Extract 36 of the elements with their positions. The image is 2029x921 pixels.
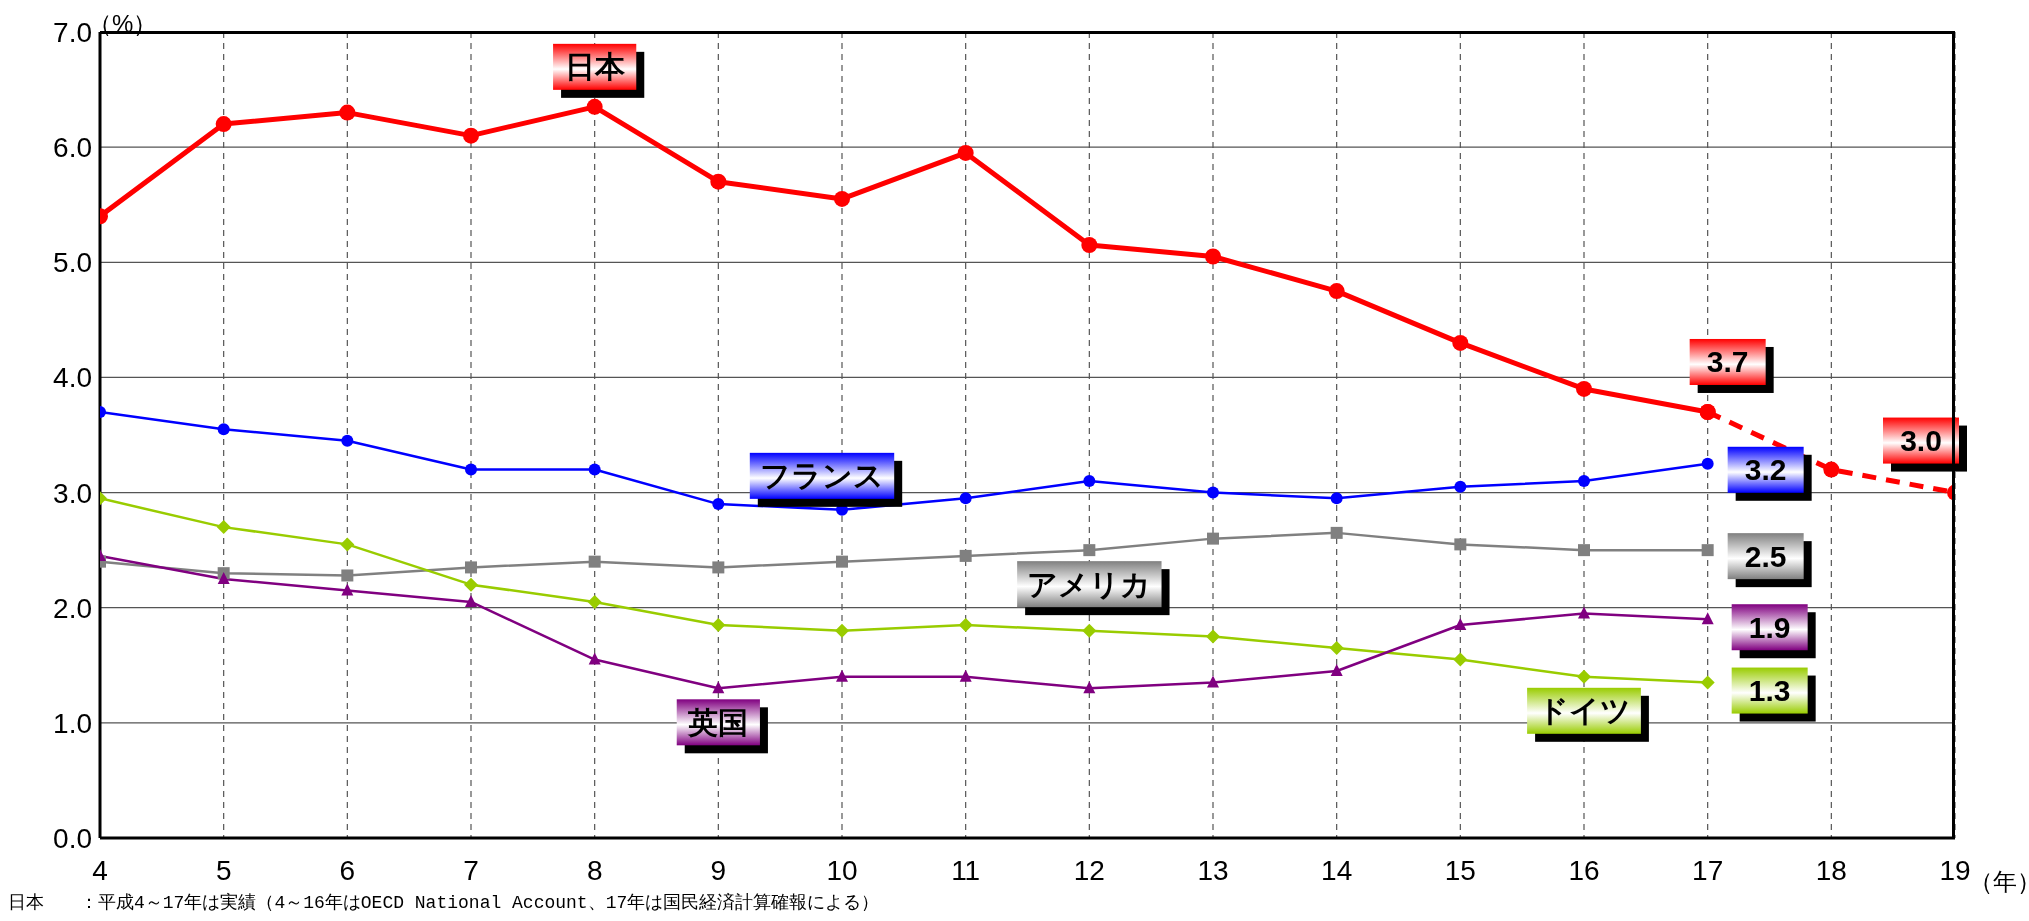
y-tick-label: 4.0	[53, 362, 92, 394]
y-tick-label: 1.0	[53, 707, 92, 739]
x-axis-title: （年）	[1969, 868, 2029, 897]
x-tick-label: 5	[215, 854, 232, 886]
data-label: 2.5	[1744, 539, 1787, 573]
x-tick-label: 11	[951, 854, 981, 886]
x-tick-label: 14	[1321, 854, 1353, 886]
y-tick-label: 5.0	[53, 247, 92, 279]
x-tick-label: 16	[1568, 854, 1600, 886]
text: 日本 ：平成4～17年は実績（4～16年はOECD National Account、17年は国民経済計算確報による）	[8, 892, 880, 914]
x-tick-label: 17	[1692, 854, 1724, 886]
data-label: 1.3	[1748, 674, 1791, 708]
x-tick-label: 15	[1444, 854, 1476, 886]
x-tick-label: 8	[586, 854, 603, 886]
data-label: 3.7	[1706, 345, 1749, 379]
series-label: アメリカ	[1027, 567, 1152, 601]
data-label: 3.0	[1900, 424, 1942, 458]
data-label: 3.2	[1744, 453, 1787, 487]
x-tick-label: 10	[826, 854, 858, 886]
y-tick-label: 6.0	[53, 132, 92, 164]
x-tick-label: 7	[463, 854, 479, 886]
x-tick-label: 18	[1815, 854, 1847, 886]
data-label: 1.9	[1748, 610, 1791, 644]
x-tick-label: 9	[710, 854, 727, 886]
series-label: 英国	[687, 705, 749, 739]
y-tick-label: 2.0	[53, 592, 92, 624]
y-tick-label: 3.0	[53, 477, 92, 509]
series-label: フランス	[760, 459, 884, 493]
x-tick-label: 19	[1939, 854, 1971, 886]
x-tick-label: 4	[92, 854, 108, 886]
x-tick-label: 13	[1197, 854, 1229, 886]
x-tick-label: 12	[1073, 854, 1105, 886]
series-label: 日本	[564, 50, 626, 84]
series-label: ドイツ	[1537, 694, 1631, 728]
x-tick-label: 6	[339, 854, 356, 886]
y-tick-label: 0.0	[53, 822, 92, 854]
